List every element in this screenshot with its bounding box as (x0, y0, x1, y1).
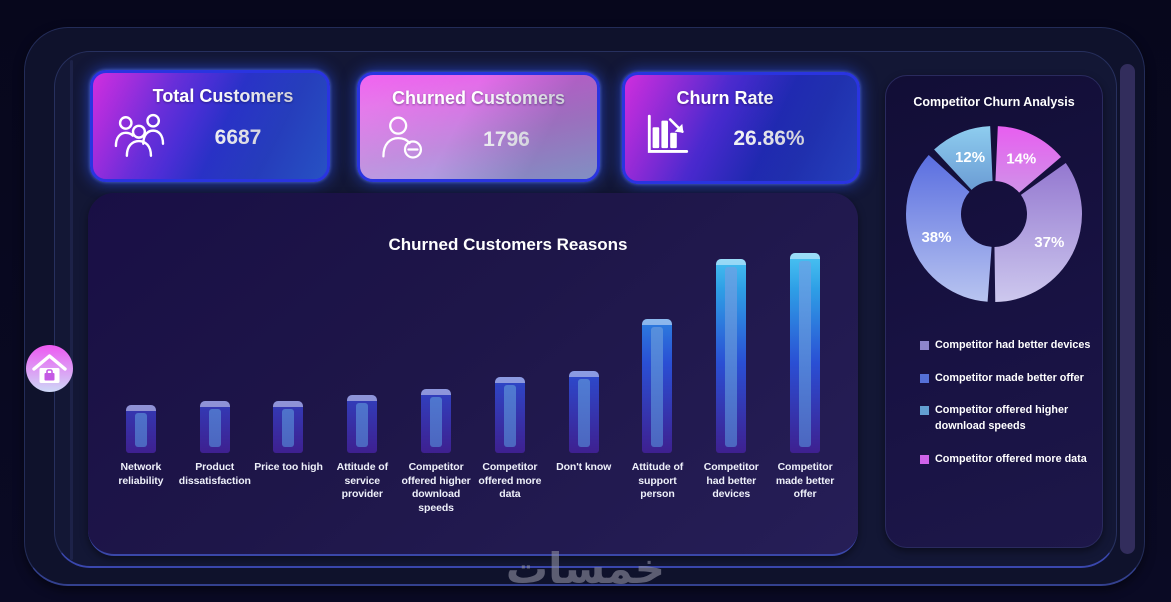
bar[interactable] (790, 253, 821, 453)
bar-category-label: Network reliability (118, 461, 164, 487)
legend-item[interactable]: Competitor made better offer (920, 371, 1093, 387)
kpi-value: 1796 (483, 127, 530, 151)
bar-inner-highlight (134, 413, 147, 447)
bar-column[interactable]: Competitor made better offer (768, 253, 842, 555)
bar-inner-highlight (282, 409, 295, 447)
legend-marker (920, 373, 929, 383)
bar-column[interactable]: Network reliability (104, 255, 178, 555)
donut-percent-label: 37% (1034, 234, 1064, 251)
kpi-value: 6687 (214, 125, 262, 149)
bar-category-label: Competitor had better devices (703, 461, 759, 501)
bar-category-label: Competitor offered more data (478, 461, 542, 501)
kpi-card-churn-rate[interactable]: Churn Rate 26.86% (622, 72, 860, 184)
bar-top-highlight (347, 395, 378, 401)
donut-slice[interactable] (906, 154, 992, 302)
donut-slice[interactable] (934, 126, 993, 190)
kpi-title: Total Customers (152, 86, 294, 106)
bar-category-label: Competitor offered higher download speed… (401, 461, 471, 514)
kpi-title: Churned Customers (391, 88, 566, 108)
bar-inner-highlight (577, 379, 590, 447)
bar-top-highlight (199, 401, 230, 407)
donut-chart-title: Competitor Churn Analysis (913, 95, 1075, 109)
person-minus-icon (380, 114, 436, 165)
legend-label: Competitor offered more data (935, 452, 1087, 465)
bar[interactable] (642, 319, 673, 453)
legend-label: Competitor offered higher download speed… (935, 404, 1069, 432)
left-decorative-stripe (70, 60, 73, 560)
people-group-icon (113, 112, 169, 163)
bar-chart-title: Churned Customers Reasons (388, 235, 628, 254)
legend-item[interactable]: Competitor had better devices (920, 338, 1093, 354)
bar-category-label: Price too high (254, 461, 323, 473)
bar[interactable] (568, 371, 599, 453)
donut-chart: 14% 37% 38% 12% (902, 122, 1086, 306)
churned-reasons-panel: Churned Customers Reasons Network reliab… (88, 193, 858, 556)
legend-item[interactable]: Competitor offered more data (920, 452, 1093, 468)
bar[interactable] (125, 405, 156, 453)
bar-column[interactable]: Price too high (252, 255, 326, 555)
kpi-title: Churn Rate (676, 88, 774, 108)
bar-column[interactable]: Attitude of service provider (325, 255, 399, 555)
bar-chart: Network reliability Product dissatisfacti… (104, 253, 842, 555)
donut-slice[interactable] (994, 163, 1082, 302)
bar-category-label: Attitude of support person (631, 461, 684, 501)
bar-top-highlight (494, 377, 525, 383)
bar-inner-highlight (651, 327, 664, 447)
bar-inner-highlight (725, 267, 738, 447)
bar[interactable] (716, 259, 747, 453)
bar-inner-highlight (356, 403, 369, 447)
bar-category-label: Don't know (556, 461, 612, 473)
declining-bar-chart-icon (645, 114, 701, 163)
bar-top-highlight (790, 253, 821, 259)
bar-inner-highlight (503, 385, 516, 447)
bar-column[interactable]: Competitor offered higher download speed… (399, 255, 473, 555)
bar-category-label: Product dissatisfaction (178, 461, 251, 487)
kpi-value: 26.86% (733, 126, 805, 150)
bar[interactable] (347, 395, 378, 453)
legend-item[interactable]: Competitor offered higher download speed… (920, 403, 1093, 434)
legend-label: Competitor made better offer (935, 371, 1084, 384)
bar-column[interactable]: Don't know (547, 255, 621, 555)
bar[interactable] (273, 401, 304, 453)
bar-column[interactable]: Attitude of support person (621, 255, 695, 555)
bar[interactable] (494, 377, 525, 453)
bar-column[interactable]: Competitor offered more data (473, 255, 547, 555)
home-briefcase-icon[interactable] (25, 344, 74, 393)
bar-top-highlight (716, 259, 747, 265)
bar-inner-highlight (799, 261, 812, 447)
donut-percent-label: 38% (921, 229, 951, 246)
bar-category-label: Competitor made better offer (775, 461, 835, 501)
bar-top-highlight (125, 405, 156, 411)
donut-slice[interactable] (995, 126, 1062, 193)
bar-category-label: Attitude of service provider (336, 461, 388, 501)
kpi-card-total-customers[interactable]: Total Customers 6687 (90, 70, 330, 182)
kpi-card-churned-customers[interactable]: Churned Customers 1796 (357, 72, 600, 182)
bar[interactable] (199, 401, 230, 453)
legend-marker (920, 341, 929, 350)
bar-top-highlight (273, 401, 304, 407)
legend-marker (920, 406, 929, 416)
bar-column[interactable]: Competitor had better devices (694, 255, 768, 555)
legend-marker (920, 454, 929, 464)
legend-label: Competitor had better devices (935, 339, 1091, 351)
bar-top-highlight (421, 389, 452, 395)
right-decorative-stripe (1120, 64, 1135, 554)
bar-inner-highlight (430, 397, 443, 447)
bar-top-highlight (642, 319, 673, 325)
bar-top-highlight (568, 371, 599, 377)
donut-percent-label: 12% (955, 149, 985, 166)
bar-inner-highlight (208, 409, 221, 447)
donut-legend: Competitor had better devices Competitor … (920, 338, 1093, 467)
bar[interactable] (421, 389, 452, 453)
competitor-analysis-panel: Competitor Churn Analysis 14% 37% 38% 12% C… (885, 75, 1103, 548)
donut-percent-label: 14% (1006, 150, 1036, 167)
bar-column[interactable]: Product dissatisfaction (178, 255, 252, 555)
